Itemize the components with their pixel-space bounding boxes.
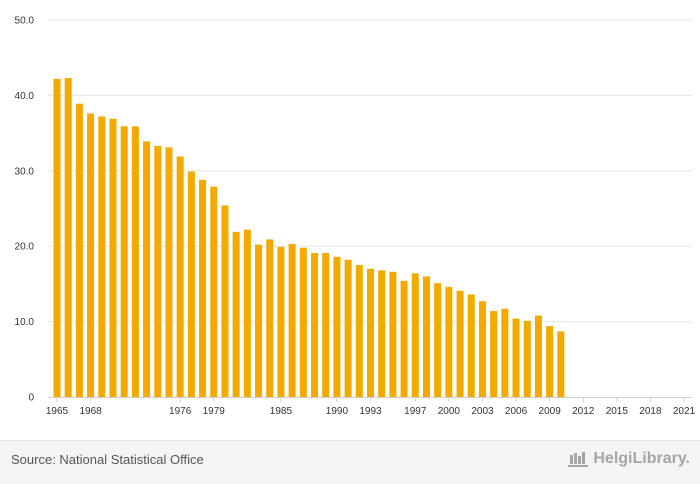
bar[interactable]	[199, 179, 207, 397]
bar[interactable]	[277, 246, 285, 397]
bar[interactable]	[557, 331, 565, 397]
bar[interactable]	[243, 229, 251, 397]
y-tick-label: 10.0	[15, 317, 35, 328]
bar[interactable]	[512, 318, 520, 397]
bar[interactable]	[120, 126, 128, 398]
bar[interactable]	[355, 265, 363, 397]
bar[interactable]	[378, 270, 386, 397]
bar[interactable]	[98, 116, 106, 398]
chart-area: 0 10.0 20.0 30.0 40.0 50.0 1965 1968 1976 1979 198…	[15, 16, 696, 418]
x-tick-label: 2006	[505, 406, 528, 417]
bar[interactable]	[64, 78, 72, 398]
bar[interactable]	[143, 141, 151, 397]
bar[interactable]	[490, 311, 498, 397]
bar[interactable]	[422, 276, 430, 397]
y-tick-label: 20.0	[15, 242, 35, 253]
bar[interactable]	[165, 147, 173, 397]
bar[interactable]	[288, 243, 296, 397]
brand-name: HelgiLibrary.	[593, 450, 690, 467]
bar[interactable]	[467, 294, 475, 397]
bar[interactable]	[389, 271, 397, 397]
bar[interactable]	[322, 252, 330, 397]
bar[interactable]	[501, 308, 509, 397]
bar[interactable]	[109, 118, 117, 398]
x-tick-label: 1965	[46, 406, 69, 417]
bar[interactable]	[232, 231, 240, 397]
bar[interactable]	[311, 252, 319, 397]
bar[interactable]	[187, 171, 195, 397]
bar[interactable]	[87, 113, 95, 397]
y-tick-label: 50.0	[15, 16, 35, 27]
bar[interactable]	[411, 273, 419, 397]
x-tick-label: 1993	[359, 406, 382, 417]
bar[interactable]	[546, 326, 554, 397]
bar-chart: 0 10.0 20.0 30.0 40.0 50.0 1965 1968 1976 1979 198…	[15, 16, 696, 418]
bar[interactable]	[266, 239, 274, 397]
library-icon	[568, 452, 589, 467]
x-tick-label: 1979	[203, 406, 226, 417]
y-tick-label: 40.0	[15, 91, 35, 102]
bar[interactable]	[53, 78, 61, 397]
bar[interactable]	[75, 103, 83, 397]
x-tick-label: 1985	[270, 406, 293, 417]
bar[interactable]	[534, 315, 542, 397]
x-tick-label: 2015	[606, 406, 629, 417]
x-tick-label: 1976	[169, 406, 192, 417]
x-tick-label: 2018	[639, 406, 662, 417]
bar[interactable]	[344, 259, 352, 397]
bar[interactable]	[333, 256, 341, 397]
x-tick-label: 1968	[79, 406, 102, 417]
bar[interactable]	[221, 205, 229, 397]
x-tick-label: 1990	[326, 406, 349, 417]
bar[interactable]	[255, 244, 263, 397]
bar[interactable]	[478, 301, 486, 397]
bar[interactable]	[456, 290, 464, 397]
bar[interactable]	[154, 145, 162, 397]
x-tick-label: 2021	[673, 406, 696, 417]
x-tick-label: 2003	[471, 406, 494, 417]
bar[interactable]	[176, 156, 184, 397]
bar[interactable]	[210, 186, 218, 397]
brand-logo[interactable]: HelgiLibrary.	[567, 450, 690, 468]
x-tick-label: 1997	[404, 406, 427, 417]
bar[interactable]	[367, 268, 374, 397]
bar[interactable]	[299, 247, 307, 397]
y-tick-label: 30.0	[15, 166, 35, 177]
bar[interactable]	[523, 320, 531, 397]
x-tick-label: 2009	[539, 406, 562, 417]
bar[interactable]	[445, 286, 453, 397]
bar[interactable]	[434, 283, 442, 397]
y-tick-label: 0	[28, 393, 34, 404]
bar[interactable]	[400, 280, 408, 397]
source-note: Source: National Statistical Office	[11, 452, 204, 467]
x-tick-label: 2012	[572, 406, 595, 417]
bar[interactable]	[131, 126, 139, 398]
x-tick-label: 2000	[438, 406, 461, 417]
footer: Source: National Statistical Office Helg…	[0, 440, 700, 484]
